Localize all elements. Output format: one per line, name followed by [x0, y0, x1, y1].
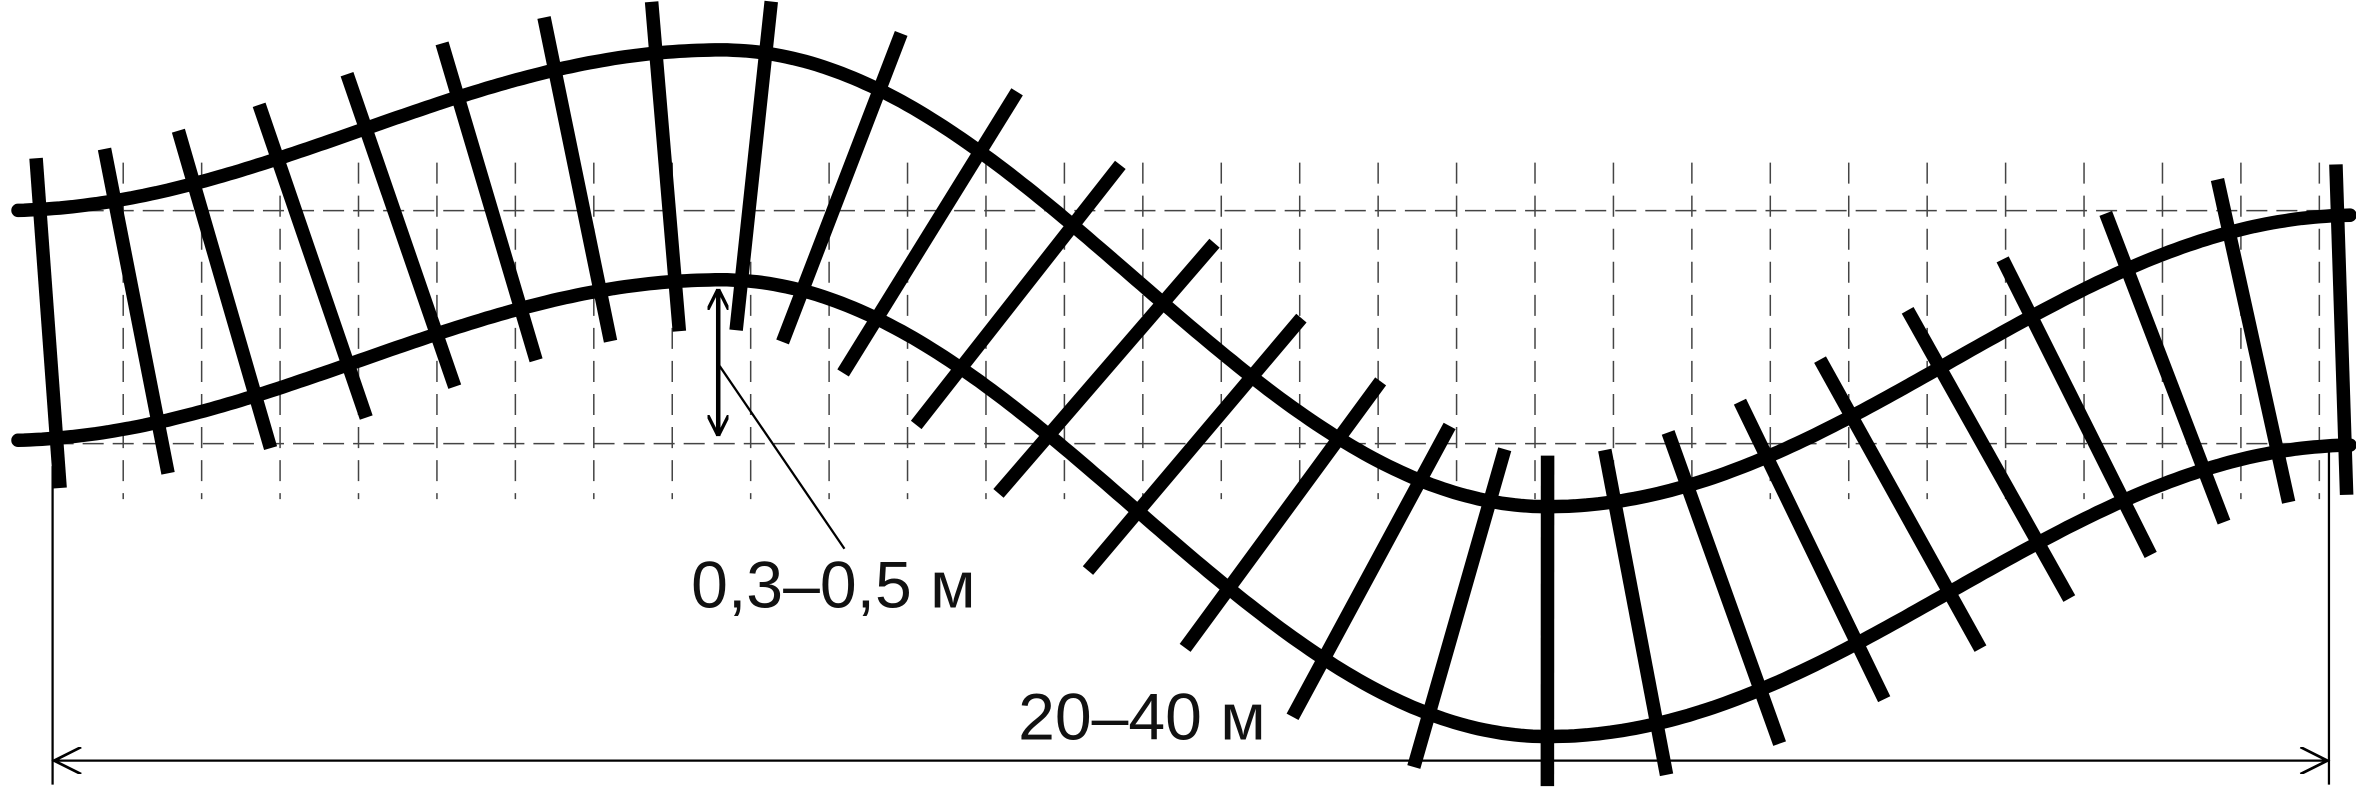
rail	[11, 43, 2356, 514]
sleeper	[1901, 306, 2076, 602]
sleeper	[993, 238, 1220, 498]
sleeper	[910, 160, 1126, 430]
deviation-label: 0,3–0,5 м	[691, 548, 975, 622]
length-label: 20–40 м	[1018, 681, 1266, 755]
sleeper	[837, 88, 1023, 377]
sleeper	[1082, 313, 1307, 575]
leader-line	[717, 363, 846, 550]
rail	[11, 273, 2356, 744]
track	[11, 0, 2356, 787]
sleeper	[1179, 377, 1387, 652]
sleeper	[1814, 356, 1987, 652]
